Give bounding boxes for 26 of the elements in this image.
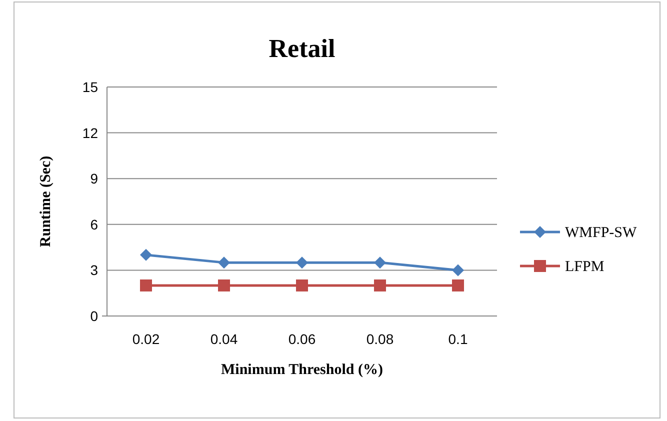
x-tick-label: 0.1: [448, 331, 468, 347]
legend-label: LFPM: [565, 259, 604, 275]
x-axis-title: Minimum Threshold (%): [221, 362, 383, 378]
point: [452, 279, 464, 292]
x-tick-label: 0.04: [210, 331, 238, 347]
point: [140, 279, 152, 292]
point: [218, 279, 230, 292]
x-tick-label: 0.08: [366, 331, 394, 347]
point: [452, 264, 464, 276]
legend-label: WMFP-SW: [565, 225, 638, 241]
point: [374, 279, 386, 292]
y-tick-label: 12: [82, 124, 98, 141]
chart-title: Retail: [268, 34, 336, 63]
point: [374, 256, 386, 269]
point: [140, 248, 152, 261]
x-tick-label: 0.02: [132, 331, 160, 347]
y-axis-title: Runtime (Sec): [38, 156, 54, 248]
y-tick-label: 15: [82, 79, 98, 95]
y-tick-label: 6: [90, 216, 98, 232]
point: [296, 279, 308, 292]
y-tick-label: 3: [90, 262, 98, 278]
y-tick-label: 9: [90, 170, 98, 187]
point: [218, 256, 230, 269]
x-tick-label: 0.06: [288, 331, 316, 347]
y-tick-label: 0: [90, 308, 98, 324]
point: [296, 256, 308, 269]
